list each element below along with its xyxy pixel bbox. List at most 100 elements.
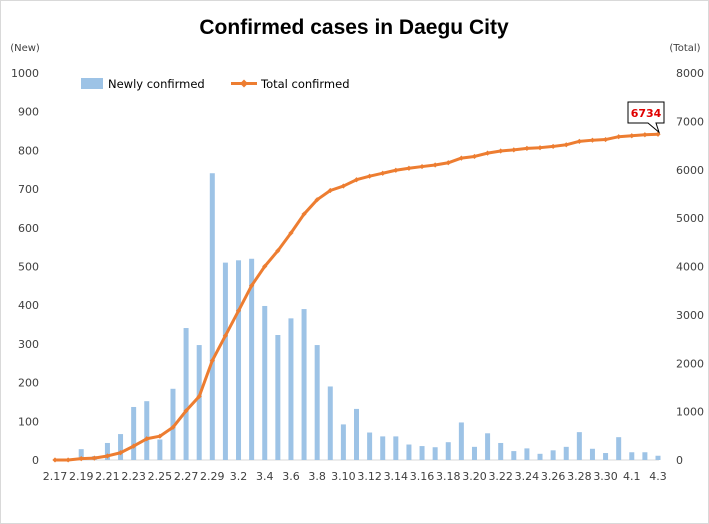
left-tick-label: 900: [18, 106, 39, 119]
left-tick-label: 500: [18, 261, 39, 274]
x-tick-label: 3.16: [410, 470, 435, 483]
bar-newly-confirmed: [616, 437, 622, 460]
x-tick-label: 2.19: [69, 470, 94, 483]
bar-newly-confirmed: [249, 258, 255, 460]
bar-newly-confirmed: [563, 446, 569, 460]
bar-newly-confirmed: [262, 305, 268, 460]
x-tick-label: 4.1: [623, 470, 641, 483]
callout: 6734: [627, 101, 665, 134]
total-confirmed-point: [537, 145, 543, 151]
bar-newly-confirmed: [655, 455, 661, 460]
total-confirmed-point: [78, 455, 84, 462]
total-confirmed-point: [91, 455, 97, 461]
legend-newly-confirmed: Newly confirmed: [108, 77, 205, 91]
total-confirmed-point: [471, 153, 478, 160]
bar-newly-confirmed: [209, 173, 215, 460]
total-confirmed-point: [550, 143, 556, 150]
total-confirmed-point: [288, 230, 294, 236]
left-tick-label: 1000: [11, 67, 39, 80]
total-confirmed-point: [131, 443, 137, 449]
bar-newly-confirmed: [432, 447, 438, 460]
x-tick-label: 3.20: [462, 470, 487, 483]
x-tick-label: 3.22: [488, 470, 513, 483]
bar-newly-confirmed: [576, 432, 582, 460]
bar-newly-confirmed: [196, 345, 202, 460]
bar-newly-confirmed: [222, 262, 228, 460]
bar-newly-confirmed: [393, 436, 399, 460]
total-confirmed-point: [65, 457, 71, 463]
left-axis-label: (New): [10, 43, 40, 54]
total-confirmed-point: [642, 132, 648, 138]
bar-newly-confirmed: [236, 260, 242, 460]
x-tick-label: 4.3: [649, 470, 667, 483]
bar-newly-confirmed: [301, 309, 307, 460]
total-confirmed-point: [327, 187, 333, 194]
total-confirmed-point: [301, 211, 307, 217]
chart-title: Confirmed cases in Daegu City: [199, 16, 509, 39]
right-tick-label: 6000: [676, 164, 704, 177]
bar-newly-confirmed: [629, 452, 635, 460]
x-tick-label: 3.30: [593, 470, 618, 483]
bar-newly-confirmed: [550, 450, 556, 460]
total-confirmed-point: [589, 137, 596, 143]
bar-newly-confirmed: [367, 432, 373, 460]
legend-line-marker: [240, 79, 248, 88]
bar-newly-confirmed: [537, 453, 543, 460]
bar-newly-confirmed: [498, 442, 504, 460]
total-confirmed-point: [144, 436, 150, 442]
x-tick-label: 2.27: [174, 470, 199, 483]
bar-newly-confirmed: [485, 433, 491, 460]
x-tick-label: 3.12: [357, 470, 382, 483]
total-confirmed-point: [340, 183, 346, 189]
x-tick-label: 2.17: [43, 470, 68, 483]
total-confirmed-point: [419, 163, 425, 170]
callout-label: 6734: [631, 107, 662, 120]
left-tick-label: 200: [18, 377, 39, 390]
bar-newly-confirmed: [406, 444, 412, 460]
x-tick-label: 3.18: [436, 470, 461, 483]
total-confirmed-point: [380, 170, 386, 176]
total-confirmed-point: [117, 450, 124, 456]
total-confirmed-point: [498, 148, 504, 154]
bar-newly-confirmed: [314, 345, 320, 460]
total-confirmed-point: [655, 131, 661, 137]
left-tick-label: 700: [18, 183, 39, 196]
bar-newly-confirmed: [275, 334, 281, 460]
x-tick-label: 2.23: [121, 470, 146, 483]
line-series: [52, 131, 661, 463]
bar-newly-confirmed: [327, 386, 333, 460]
total-confirmed-point: [275, 248, 281, 254]
total-confirmed-point: [183, 408, 189, 414]
x-tick-label: 3.14: [384, 470, 409, 483]
bar-newly-confirmed: [419, 446, 425, 460]
right-tick-label: 8000: [676, 67, 704, 80]
total-confirmed-point: [209, 357, 215, 364]
bar-newly-confirmed: [118, 434, 124, 460]
bar-newly-confirmed: [511, 451, 517, 460]
total-confirmed-point: [524, 145, 530, 151]
bar-newly-confirmed: [642, 452, 648, 460]
bar-newly-confirmed: [340, 424, 346, 460]
total-confirmed-point: [511, 147, 517, 153]
right-tick-label: 5000: [676, 212, 704, 225]
left-tick-label: 600: [18, 222, 39, 235]
total-confirmed-point: [235, 308, 242, 314]
bar-newly-confirmed: [157, 439, 163, 460]
total-confirmed-point: [629, 133, 635, 139]
right-tick-label: 3000: [676, 309, 704, 322]
callout-box: [627, 101, 665, 134]
x-tick-label: 3.2: [230, 470, 248, 483]
right-tick-label: 4000: [676, 261, 704, 274]
left-tick-label: 800: [18, 144, 39, 157]
total-confirmed-point: [170, 424, 176, 430]
bar-newly-confirmed: [288, 318, 294, 460]
bar-newly-confirmed: [131, 406, 137, 460]
x-tick-label: 2.21: [95, 470, 120, 483]
total-confirmed-point: [458, 155, 464, 161]
legend-total-confirmed: Total confirmed: [260, 77, 350, 91]
total-confirmed-point: [367, 173, 373, 179]
x-tick-label: 3.10: [331, 470, 356, 483]
total-confirmed-point: [576, 138, 582, 144]
bar-newly-confirmed: [589, 448, 595, 460]
